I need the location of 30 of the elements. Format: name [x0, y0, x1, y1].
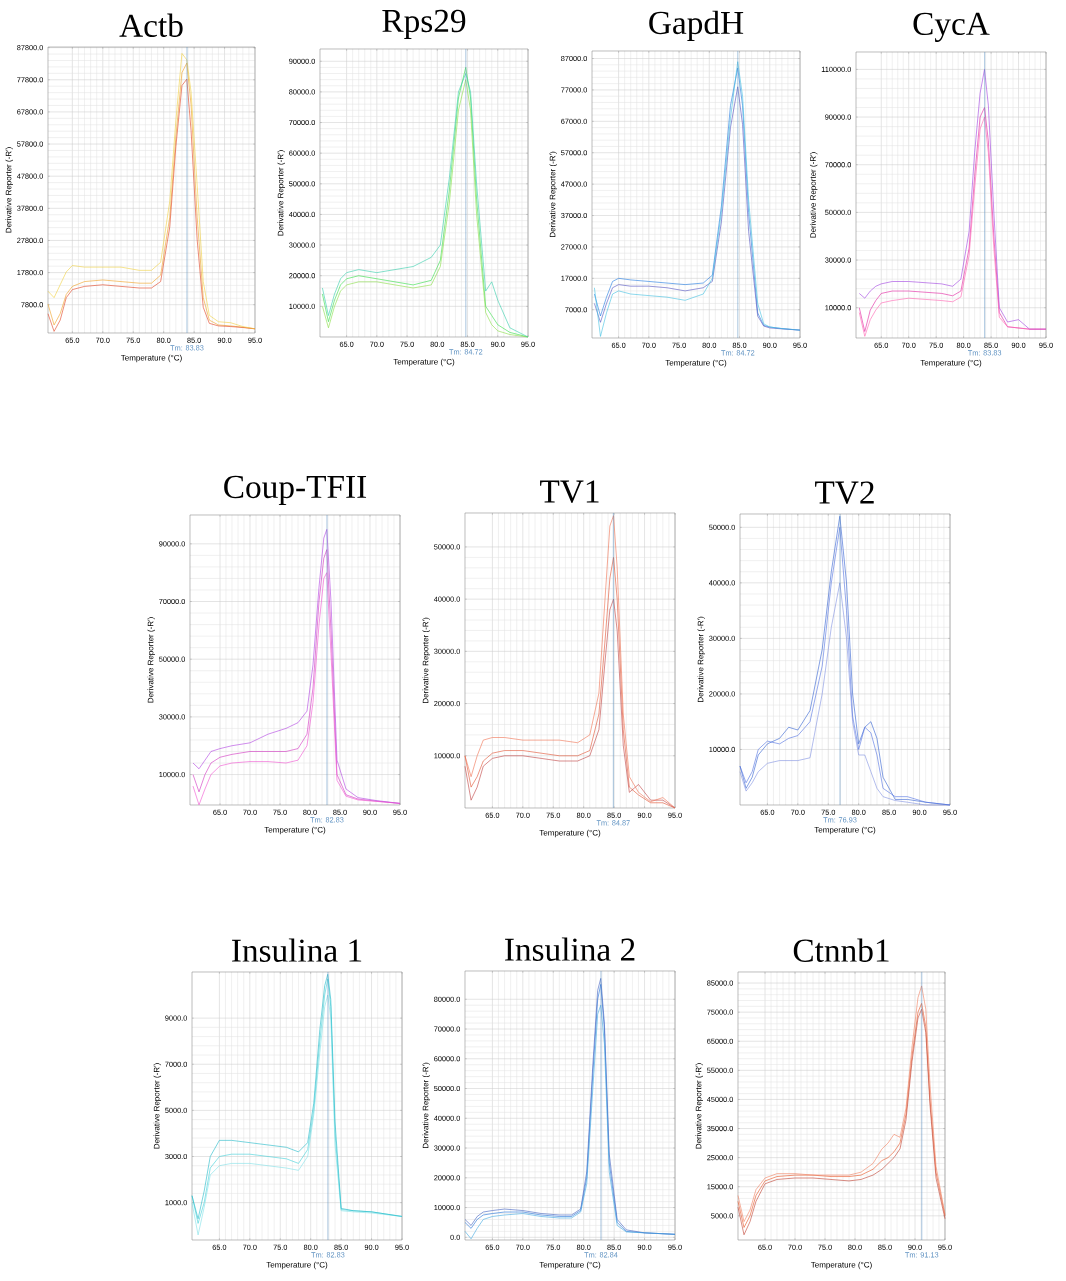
chart-title: GapdH	[649, 10, 744, 41]
y-axis-title: Derivative Reporter (-R')	[422, 1062, 430, 1149]
x-axis-title: Temperature (°C)	[665, 359, 727, 368]
x-axis-title: Temperature (°C)	[539, 829, 601, 838]
chart-title: Ctnnb1	[793, 938, 889, 962]
y-axis-title: Derivative Reporter (-R')	[695, 1063, 703, 1149]
x-axis-title: Temperature (°C)	[810, 1261, 872, 1270]
y-axis-title: Derivative Reporter (-R')	[422, 617, 430, 704]
chart-title: Actb	[119, 13, 183, 37]
chart-title: CycA	[913, 12, 990, 42]
chart-title: Rps29	[382, 9, 466, 39]
chart-title: TV2	[815, 481, 874, 504]
x-axis-title: Temperature (°C)	[264, 826, 326, 835]
x-axis-title: Temperature (°C)	[814, 826, 876, 835]
chart-title: Coup-TFII	[224, 475, 367, 505]
y-axis-title: Derivative Reporter (-R')	[5, 147, 13, 233]
x-axis-title: Temperature (°C)	[393, 358, 455, 367]
chart-title: Insulina 2	[505, 937, 635, 961]
y-axis-title: Derivative Reporter (-R')	[147, 617, 155, 703]
y-axis-title: Derivative Reporter (-R')	[277, 150, 285, 236]
chart-title: Insulina 1	[232, 938, 362, 962]
x-axis-title: Temperature (°C)	[120, 354, 182, 363]
y-axis-title: Derivative Reporter (-R')	[153, 1063, 162, 1149]
x-axis-title: Temperature (°C)	[266, 1261, 328, 1270]
y-axis-title: Derivative Reporter (-R')	[697, 616, 705, 703]
x-axis-title: Temperature (°C)	[539, 1261, 601, 1270]
x-axis-title: Temperature (°C)	[920, 359, 982, 368]
chart-title: TV1	[540, 480, 599, 503]
y-axis-title: Derivative Reporter (-R')	[549, 151, 557, 238]
y-axis-title: Derivative Reporter (-R')	[809, 152, 818, 238]
